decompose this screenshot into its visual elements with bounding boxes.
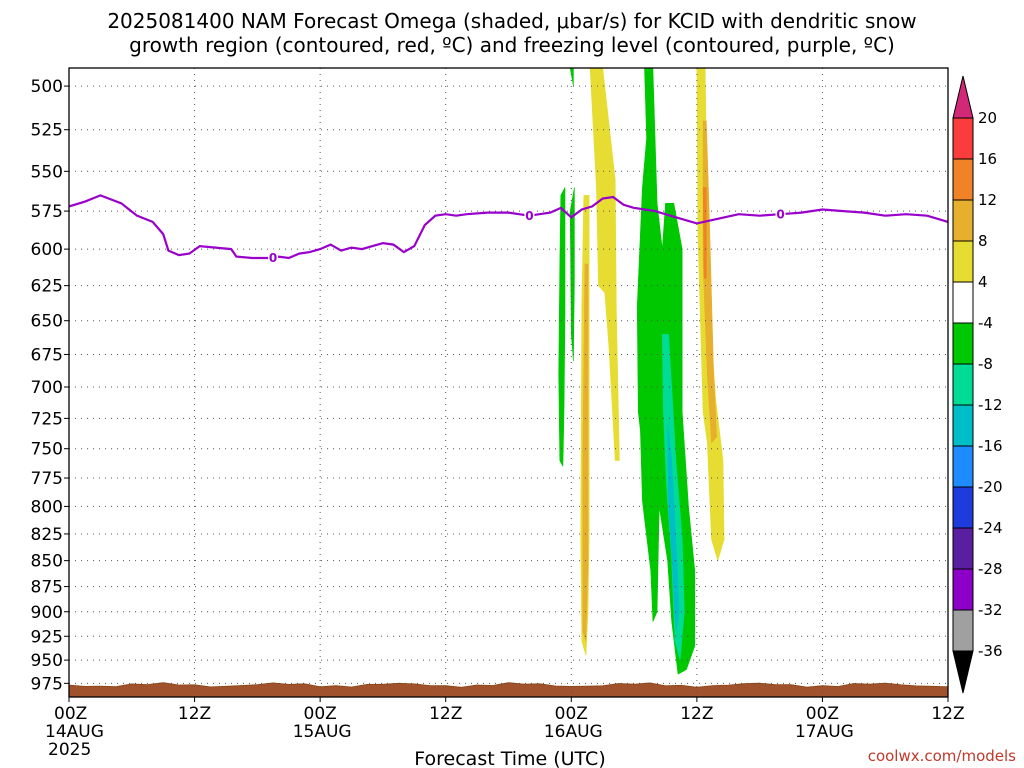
x-tick-label-48-0: 00Z bbox=[555, 704, 588, 724]
x-tick-label-72-0: 00Z bbox=[806, 704, 839, 724]
ground-surface bbox=[68, 682, 949, 698]
colorbar-label-3: -24 bbox=[978, 519, 1003, 537]
freezing-level-contour: 0 0 0 bbox=[69, 194, 948, 266]
colorbar-label-8: -4 bbox=[978, 314, 993, 332]
colorbar-label-13: 20 bbox=[978, 109, 997, 127]
omega-region-2 bbox=[589, 68, 620, 461]
y-tick-label-550: 550 bbox=[31, 162, 63, 182]
colorbar-label-4: -20 bbox=[978, 478, 1003, 496]
colorbar-bin-8-12 bbox=[952, 199, 974, 242]
x-tick-label-0-2: 2025 bbox=[48, 740, 91, 760]
y-tick-label-850: 850 bbox=[31, 552, 63, 572]
omega-region-5 bbox=[569, 187, 575, 362]
plot-frame bbox=[68, 67, 949, 698]
y-tick-label-950: 950 bbox=[31, 651, 63, 671]
grid-lines bbox=[69, 68, 948, 697]
y-tick-label-650: 650 bbox=[31, 312, 63, 332]
colorbar-bin-4-8 bbox=[952, 240, 974, 283]
freezing-level-label-1: 0 bbox=[525, 209, 533, 223]
chart-title-line-2: growth region (contoured, red, ºC) and f… bbox=[129, 33, 895, 57]
y-tick-label-500: 500 bbox=[31, 77, 63, 97]
colorbar-bottom-arrow bbox=[952, 650, 974, 694]
freezing-label-bg-1 bbox=[524, 207, 535, 224]
freezing-level-label-0: 0 bbox=[269, 251, 277, 265]
y-tick-label-775: 775 bbox=[31, 469, 63, 489]
y-tick-label-900: 900 bbox=[31, 603, 63, 623]
freezing-label-bg-0 bbox=[268, 249, 279, 266]
ground-band bbox=[68, 682, 949, 698]
omega-region-1 bbox=[582, 263, 589, 642]
colorbar-label-10: 8 bbox=[978, 232, 988, 250]
credit-link[interactable]: coolwx.com/models bbox=[868, 747, 1016, 765]
colorbar-bin--16--12 bbox=[952, 404, 974, 447]
y-tick-label-625: 625 bbox=[31, 277, 63, 297]
y-tick-label-725: 725 bbox=[31, 409, 63, 429]
freezing-label-bg-2 bbox=[775, 206, 786, 223]
x-tick-label-48-1: 16AUG bbox=[544, 722, 603, 742]
x-tick-label-24-1: 15AUG bbox=[293, 722, 352, 742]
x-tick-label-0-1: 14AUG bbox=[45, 722, 104, 742]
colorbar-bin-12-16 bbox=[952, 158, 974, 201]
y-tick-label-700: 700 bbox=[31, 378, 63, 398]
colorbar-label-12: 16 bbox=[978, 150, 997, 168]
colorbar-label-1: -32 bbox=[978, 601, 1003, 619]
omega-colorbar: -36 -32 -28 -24 -20 -16 -12 -8 -4 4 8 12 16 20 bbox=[952, 75, 1003, 694]
y-tick-label-875: 875 bbox=[31, 578, 63, 598]
colorbar-bin--12--8 bbox=[952, 363, 974, 406]
colorbar-bin--4-4 bbox=[952, 281, 974, 324]
freezing-level-label-2: 0 bbox=[776, 208, 784, 222]
x-tick-label-36-0: 12Z bbox=[429, 704, 462, 724]
pressure-axis: 500 525 550 575 600 625 650 675 700 725 750 775 800 8… bbox=[31, 77, 69, 694]
chart-title-line-1: 2025081400 NAM Forecast Omega (shaded, μ… bbox=[107, 9, 916, 33]
x-tick-label-84-0: 12Z bbox=[931, 704, 964, 724]
x-axis-label: Forecast Time (UTC) bbox=[414, 748, 605, 768]
colorbar-bin--36--32 bbox=[952, 609, 974, 652]
colorbar-label-0: -36 bbox=[978, 642, 1003, 660]
colorbar-label-11: 12 bbox=[978, 191, 997, 209]
colorbar-bin--8--4 bbox=[952, 322, 974, 365]
colorbar-label-7: -8 bbox=[978, 355, 993, 373]
colorbar-bin-16-20 bbox=[952, 117, 974, 160]
colorbar-label-6: -12 bbox=[978, 396, 1003, 414]
y-tick-label-750: 750 bbox=[31, 440, 63, 460]
y-tick-label-525: 525 bbox=[31, 121, 63, 141]
colorbar-bin--24--20 bbox=[952, 486, 974, 529]
y-tick-label-600: 600 bbox=[31, 240, 63, 260]
colorbar-label-2: -28 bbox=[978, 560, 1003, 578]
colorbar-bin--20--16 bbox=[952, 445, 974, 488]
freezing-level-line bbox=[69, 194, 948, 260]
omega-shading bbox=[558, 68, 725, 675]
colorbar-label-5: -16 bbox=[978, 437, 1003, 455]
x-tick-label-72-1: 17AUG bbox=[795, 722, 854, 742]
x-tick-label-0-0: 00Z bbox=[54, 704, 87, 724]
omega-region-4 bbox=[569, 68, 574, 87]
y-tick-label-925: 925 bbox=[31, 627, 63, 647]
omega-region-8 bbox=[667, 424, 680, 632]
x-tick-label-12-0: 12Z bbox=[178, 704, 211, 724]
colorbar-bin--32--28 bbox=[952, 568, 974, 611]
y-tick-label-675: 675 bbox=[31, 345, 63, 365]
y-tick-label-975: 975 bbox=[31, 674, 63, 694]
omega-region-11 bbox=[702, 187, 707, 279]
x-tick-label-24-0: 00Z bbox=[304, 704, 337, 724]
colorbar-top-arrow bbox=[952, 75, 974, 119]
y-tick-label-825: 825 bbox=[31, 525, 63, 545]
colorbar-bin--28--24 bbox=[952, 527, 974, 570]
y-tick-label-800: 800 bbox=[31, 497, 63, 517]
omega-region-3 bbox=[558, 187, 566, 467]
colorbar-label-9: 4 bbox=[978, 273, 988, 291]
y-tick-label-575: 575 bbox=[31, 202, 63, 222]
x-tick-label-60-0: 12Z bbox=[680, 704, 713, 724]
